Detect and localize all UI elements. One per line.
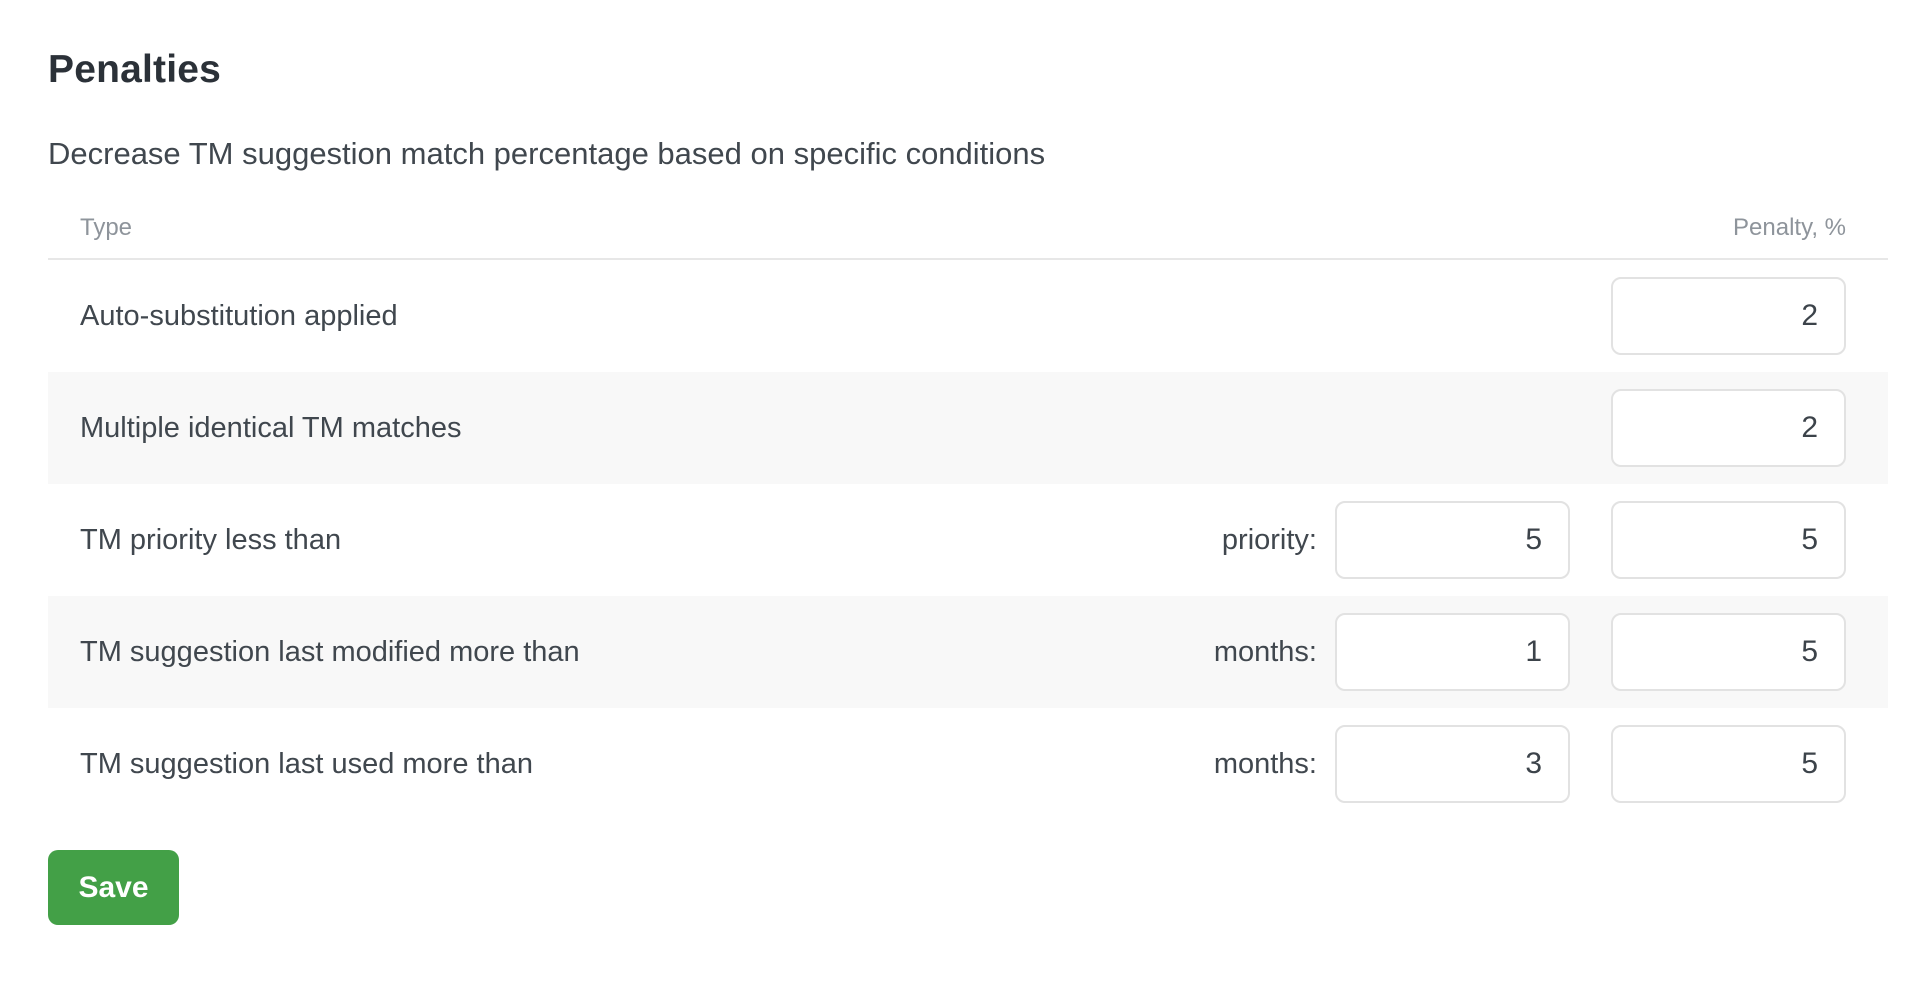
condition-group: months: bbox=[1214, 613, 1570, 691]
row-type-label: Multiple identical TM matches bbox=[80, 411, 462, 444]
table-row-tm-priority: TM priority less than priority: bbox=[48, 484, 1888, 596]
row-type-label: TM suggestion last used more than bbox=[80, 747, 533, 780]
table-header: Type Penalty, % bbox=[48, 214, 1888, 260]
condition-group: months: bbox=[1214, 725, 1570, 803]
save-button[interactable]: Save bbox=[48, 850, 179, 925]
row-type-label: TM priority less than bbox=[80, 523, 342, 556]
condition-label: priority: bbox=[1221, 523, 1317, 556]
column-header-penalty: Penalty, % bbox=[1733, 214, 1846, 241]
penalty-input[interactable] bbox=[1611, 725, 1846, 803]
row-type-label: TM suggestion last modified more than bbox=[80, 635, 580, 668]
row-type-label: Auto-substitution applied bbox=[80, 299, 398, 332]
penalty-input[interactable] bbox=[1611, 277, 1846, 355]
penalty-input[interactable] bbox=[1611, 389, 1846, 467]
condition-label: months: bbox=[1213, 635, 1317, 668]
penalty-input[interactable] bbox=[1611, 501, 1846, 579]
table-row-last-used: TM suggestion last used more than months… bbox=[48, 708, 1888, 820]
page-title: Penalties bbox=[48, 48, 222, 91]
condition-input[interactable] bbox=[1335, 613, 1570, 691]
page-subtitle: Decrease TM suggestion match percentage … bbox=[48, 136, 1046, 171]
column-header-type: Type bbox=[80, 214, 133, 241]
table-row-last-modified: TM suggestion last modified more than mo… bbox=[48, 596, 1888, 708]
condition-input[interactable] bbox=[1335, 501, 1570, 579]
condition-group: priority: bbox=[1222, 501, 1570, 579]
condition-input[interactable] bbox=[1335, 725, 1570, 803]
penalty-input[interactable] bbox=[1611, 613, 1846, 691]
condition-label: months: bbox=[1213, 747, 1317, 780]
table-row-auto-substitution: Auto-substitution applied bbox=[48, 260, 1888, 372]
table-row-multiple-identical: Multiple identical TM matches bbox=[48, 372, 1888, 484]
